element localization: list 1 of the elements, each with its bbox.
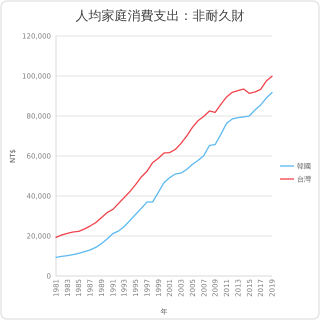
chart-title: 人均家庭消費支出：非耐久財 bbox=[76, 8, 244, 24]
